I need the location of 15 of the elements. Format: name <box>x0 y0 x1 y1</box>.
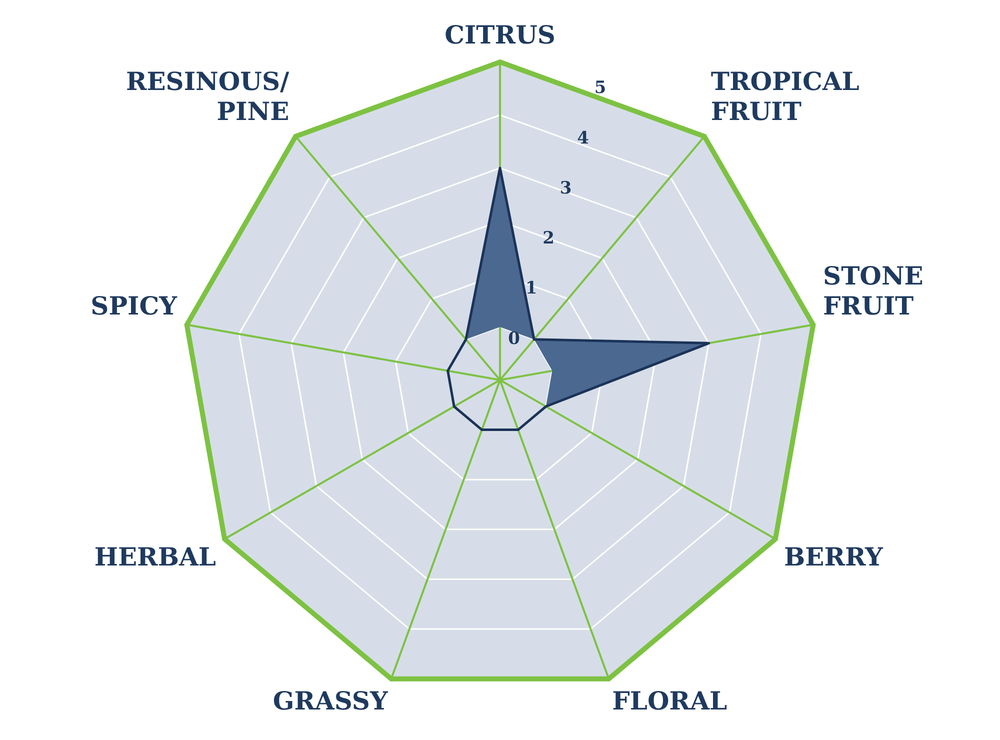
y-tick-label: 2 <box>542 228 554 249</box>
spoke-label: TROPICAL FRUIT <box>710 67 860 126</box>
spoke-label: FLORAL <box>612 686 728 716</box>
spoke-label: RESINOUS/PINE <box>126 67 290 126</box>
spoke-label: GRASSY <box>272 686 389 716</box>
y-tick-label: 5 <box>594 78 606 98</box>
y-tick-label: 4 <box>577 128 590 148</box>
spoke-label: STONE FRUIT <box>823 262 924 321</box>
spoke-label: HERBAL <box>94 542 216 572</box>
spoke-label: SPICY <box>90 292 178 321</box>
y-tick-label: 3 <box>560 178 572 198</box>
y-tick-label: 0 <box>508 328 520 349</box>
y-tick-label: 1 <box>525 278 538 299</box>
spoke-label: CITRUS <box>444 20 556 50</box>
spoke-label: BERRY <box>784 542 884 572</box>
